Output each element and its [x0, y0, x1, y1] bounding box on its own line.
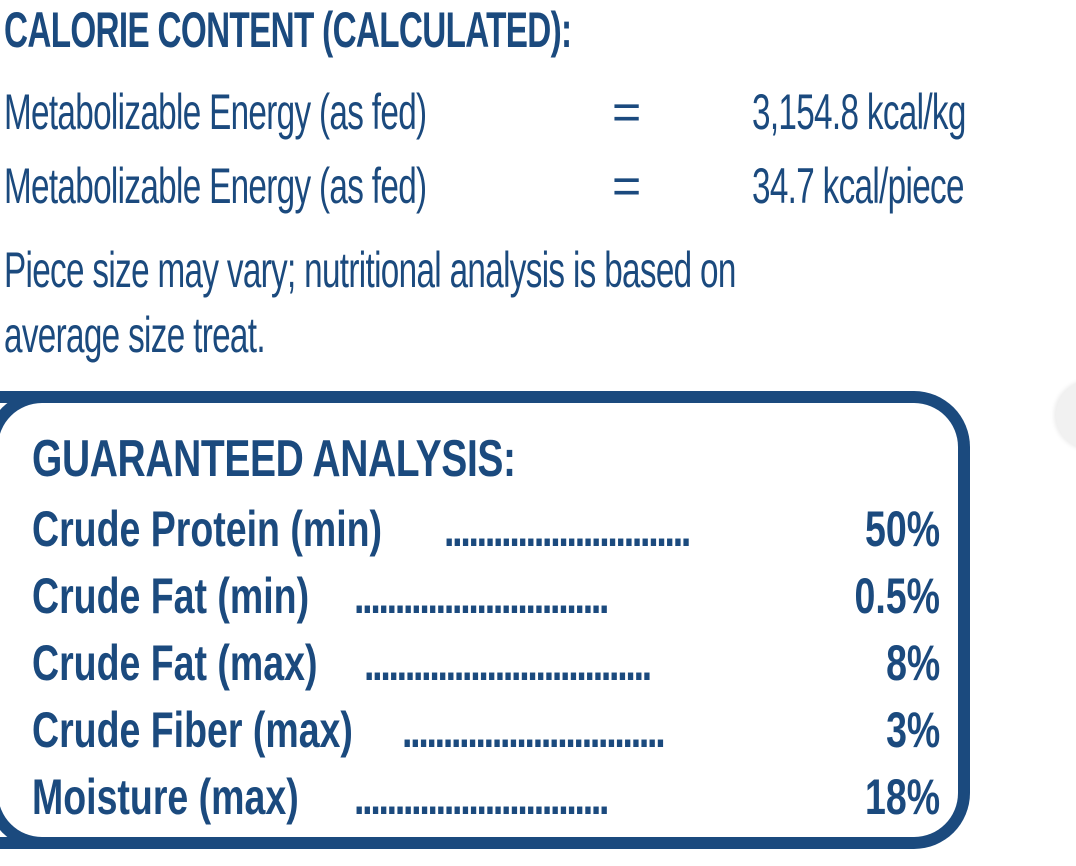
analysis-row-name: Crude Protein (min): [32, 501, 383, 557]
analysis-row-value: 0.5%: [854, 568, 940, 624]
guaranteed-analysis-heading: GUARANTEED ANALYSIS:: [32, 430, 516, 488]
energy-value-per-piece: 34.7 kcal/piece: [752, 158, 964, 214]
piece-size-note-line-2: average size treat.: [4, 307, 266, 363]
analysis-row-value: 50%: [864, 501, 940, 557]
analysis-row-crude-protein-min: Crude Protein (min) ....................…: [32, 497, 940, 561]
analysis-row-name: Crude Fat (min): [32, 568, 310, 624]
energy-row-per-piece: Metabolizable Energy (as fed) = 34.7 kca…: [0, 156, 1076, 226]
analysis-row-crude-fiber-max: Crude Fiber (max) ......................…: [32, 698, 940, 762]
equals-sign: =: [612, 158, 642, 214]
dot-leader: ..............................: [444, 501, 690, 557]
energy-label: Metabolizable Energy (as fed): [4, 84, 427, 140]
analysis-row-moisture-max: Moisture (max) .........................…: [32, 765, 940, 829]
analysis-row-name: Crude Fat (max): [32, 635, 318, 691]
analysis-row-value: 8%: [885, 635, 940, 691]
calorie-content-heading: CALORIE CONTENT (CALCULATED):: [4, 2, 572, 58]
energy-label: Metabolizable Energy (as fed): [4, 158, 427, 214]
analysis-row-name: Moisture (max): [32, 769, 299, 825]
dot-leader: ...................................: [364, 635, 650, 691]
dot-leader: ...............................: [354, 769, 608, 825]
dot-leader: ...............................: [354, 568, 608, 624]
energy-row-per-kg: Metabolizable Energy (as fed) = 3,154.8 …: [0, 82, 1076, 152]
analysis-row-crude-fat-max: Crude Fat (max) ........................…: [32, 631, 940, 695]
equals-sign: =: [612, 84, 642, 140]
piece-size-note-line-1: Piece size may vary; nutritional analysi…: [4, 242, 736, 298]
analysis-row-crude-fat-min: Crude Fat (min) ........................…: [32, 564, 940, 628]
analysis-row-value: 3%: [885, 702, 940, 758]
dot-leader: ................................: [402, 702, 664, 758]
energy-value-per-kg: 3,154.8 kcal/kg: [752, 84, 966, 140]
analysis-row-name: Crude Fiber (max): [32, 702, 353, 758]
analysis-box-border: [0, 391, 970, 849]
edge-scroll-handle: [1056, 380, 1076, 450]
analysis-row-value: 18%: [864, 769, 940, 825]
